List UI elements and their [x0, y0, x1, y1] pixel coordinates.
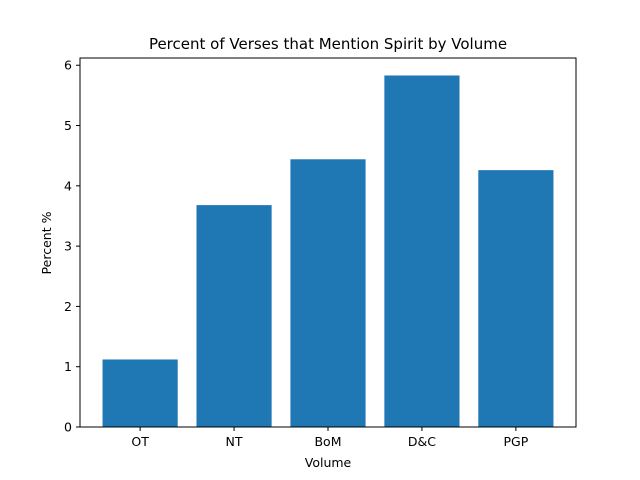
bars-group [102, 75, 554, 427]
x-tick-label: PGP [503, 434, 528, 449]
bar-dc [384, 75, 460, 427]
x-tick-label: NT [226, 434, 243, 449]
bar-nt [196, 205, 272, 427]
x-axis: OT NT BoM D&C PGP [131, 427, 529, 449]
plot-frame [79, 57, 577, 428]
x-tick-label: D&C [408, 434, 436, 449]
y-tick-label: 6 [64, 58, 72, 73]
x-axis-label: Volume [305, 455, 352, 470]
y-axis: 0 1 2 3 4 5 6 [64, 58, 80, 435]
bar-ot [102, 359, 178, 427]
y-tick-label: 2 [64, 299, 72, 314]
x-tick-label: OT [131, 434, 149, 449]
y-axis-label: Percent % [39, 211, 54, 274]
bar-bom [290, 159, 366, 427]
y-tick-label: 0 [64, 420, 72, 435]
y-tick-label: 4 [64, 178, 72, 193]
chart-title: Percent of Verses that Mention Spirit by… [149, 35, 507, 53]
x-tick-label: BoM [314, 434, 341, 449]
y-tick-label: 1 [64, 359, 72, 374]
y-tick-label: 5 [64, 118, 72, 133]
y-tick-label: 3 [64, 239, 72, 254]
bar-pgp [478, 170, 554, 427]
